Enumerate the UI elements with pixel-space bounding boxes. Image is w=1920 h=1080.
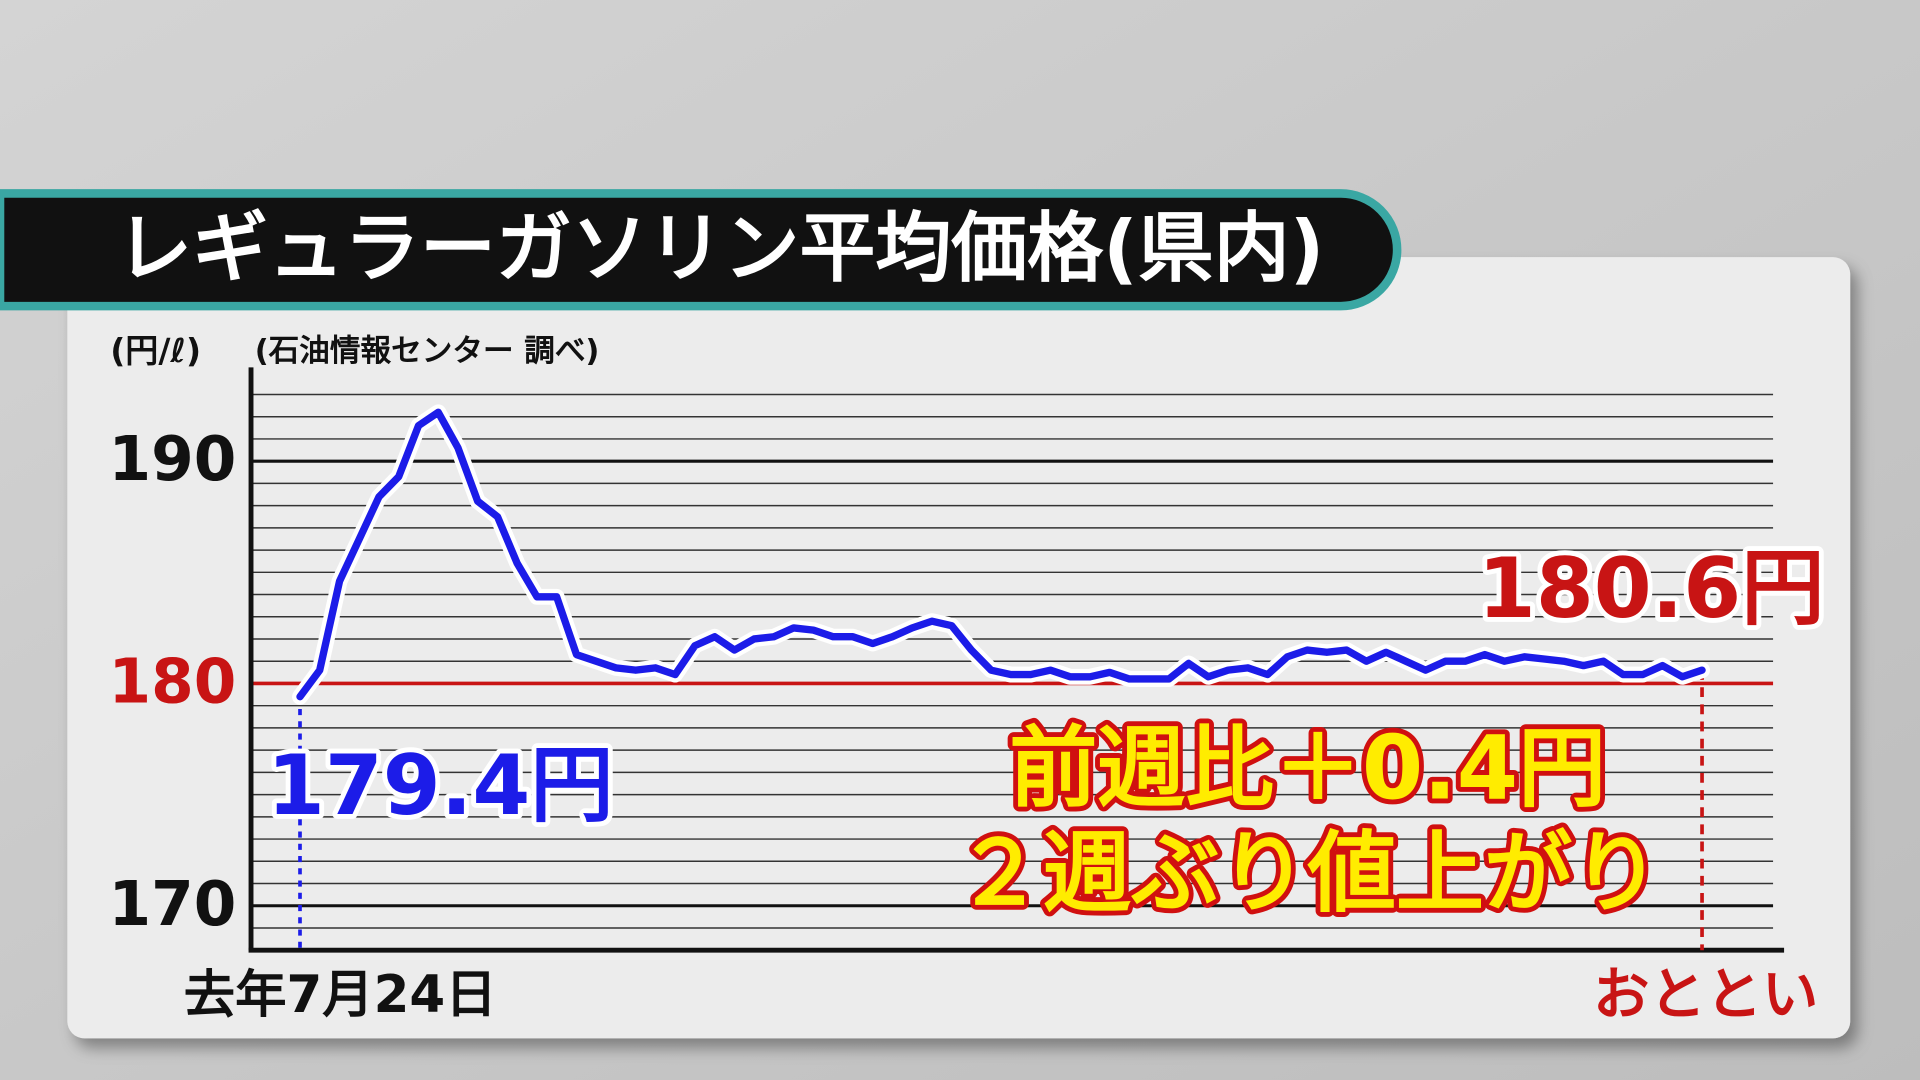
x-tick-label: おととい <box>1593 963 1818 1028</box>
line <box>296 408 1706 701</box>
value-label: 180.6円 <box>1478 540 1825 637</box>
source: (石油情報センター 調べ) <box>255 334 600 369</box>
value-label: 179.4円 <box>267 737 614 834</box>
x-tick-label: 去年7月24日 <box>184 965 497 1025</box>
y-tick-label: 170 <box>109 869 237 940</box>
y-tick-label: 190 <box>109 424 237 495</box>
annotation: ２週ぶり値上がり <box>955 822 1660 925</box>
y-unit: (円/ℓ) <box>110 331 201 370</box>
annotation: 前週比＋0.4円 <box>1009 716 1606 819</box>
y-tick-label: 180 <box>109 646 237 717</box>
chart-title: レギュラーガソリン平均価格(県内) <box>116 204 1324 292</box>
title-bar <box>0 189 1402 311</box>
panel <box>67 257 1851 1039</box>
